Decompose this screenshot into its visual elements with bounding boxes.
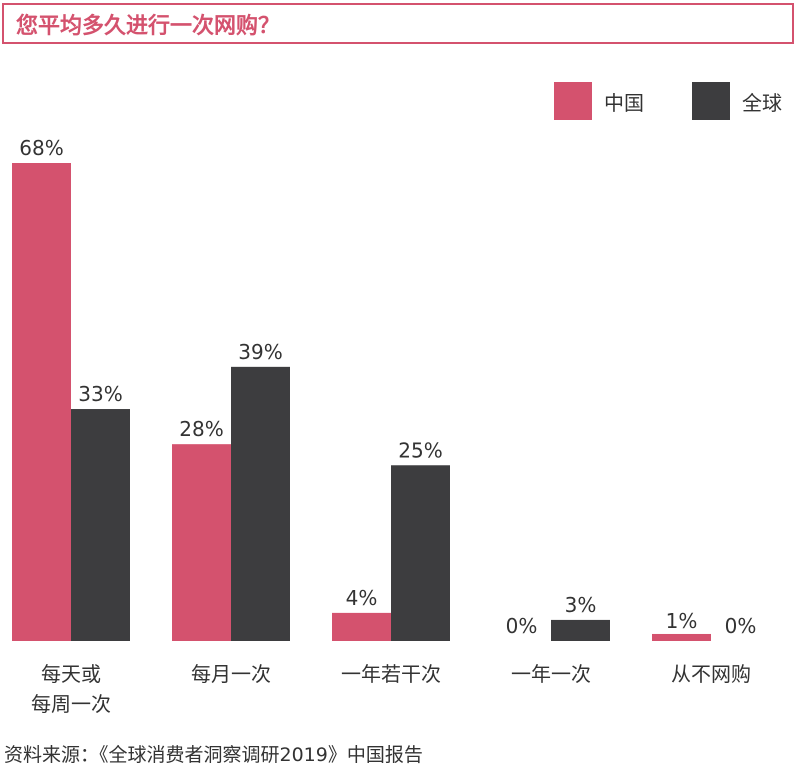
legend-swatch-global: [692, 82, 730, 120]
legend-label-china: 中国: [604, 90, 644, 115]
bar-china-never: [652, 633, 711, 641]
bar-china-monthly: [172, 444, 231, 641]
data-label-china-several-per-year: 4%: [346, 586, 378, 610]
category-label-monthly: 每月一次: [191, 662, 271, 686]
legend-item-global: 全球: [692, 82, 782, 120]
legend-label-global: 全球: [742, 90, 782, 115]
legend-swatch-china: [554, 82, 592, 120]
data-label-global-daily-weekly: 33%: [78, 382, 122, 406]
data-label-china-never: 1%: [666, 609, 698, 633]
bar-global-several-per-year: [391, 465, 450, 641]
category-label-several-per-year: 一年若干次: [341, 662, 441, 686]
category-label-yearly: 一年一次: [511, 662, 591, 686]
legend: 中国 全球: [506, 82, 782, 120]
legend-item-china: 中国: [554, 82, 644, 120]
data-label-china-monthly: 28%: [179, 417, 223, 441]
data-label-china-yearly: 0%: [506, 614, 538, 638]
data-label-global-yearly: 3%: [565, 593, 597, 617]
category-label-daily-weekly: 每周一次: [31, 692, 111, 716]
data-label-global-several-per-year: 25%: [398, 438, 442, 462]
data-label-china-daily-weekly: 68%: [19, 136, 63, 160]
source-note: 资料来源：《全球消费者洞察调研2019》中国报告: [4, 744, 423, 766]
data-label-global-monthly: 39%: [238, 340, 282, 364]
category-label-daily-weekly: 每天或: [41, 662, 101, 686]
bar-china-daily-weekly: [12, 163, 71, 641]
bar-global-monthly: [231, 366, 290, 641]
bar-china-several-per-year: [332, 612, 391, 641]
chart-title: 您平均多久进行一次网购？: [2, 3, 794, 44]
data-label-global-never: 0%: [725, 614, 757, 638]
category-label-never: 从不网购: [671, 662, 751, 686]
bar-global-daily-weekly: [71, 409, 130, 641]
bar-global-yearly: [551, 619, 610, 641]
